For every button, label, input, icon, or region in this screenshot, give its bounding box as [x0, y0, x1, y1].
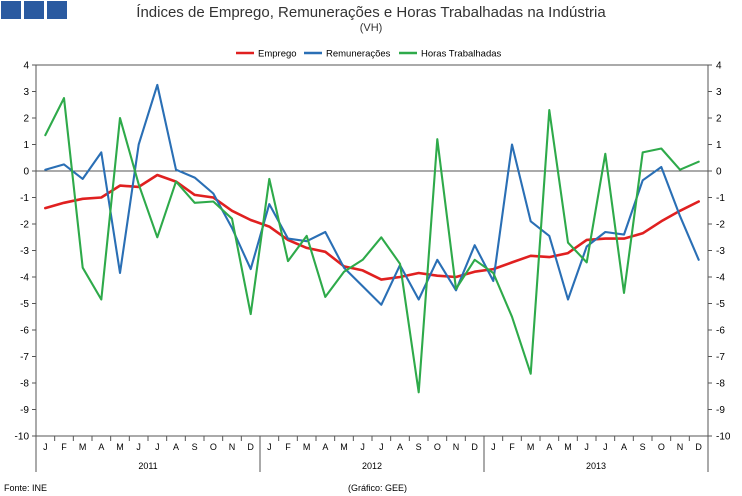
x-tick-label-month: A	[397, 442, 403, 452]
x-tick-label-year: 2011	[138, 461, 157, 471]
x-tick-label-month: F	[285, 442, 291, 452]
y-tick-label-right: -4	[716, 273, 725, 284]
x-tick-label-month: A	[98, 442, 104, 452]
x-tick-label-month: S	[416, 442, 422, 452]
chart-subtitle: (VH)	[359, 22, 383, 34]
y-tick-label-left: 4	[23, 61, 29, 72]
y-tick-label-left: 0	[23, 167, 29, 178]
legend-label-3: Horas Trabalhadas	[421, 49, 502, 60]
brand-block-3	[47, 1, 67, 19]
y-tick-label-right: -10	[716, 432, 731, 443]
x-tick-label-month: A	[621, 442, 627, 452]
y-tick-label-right: -1	[716, 193, 725, 204]
x-tick-label-month: N	[229, 442, 236, 452]
y-tick-label-right: 0	[716, 167, 722, 178]
chart-credit: (Gráfico: GEE)	[348, 483, 408, 493]
x-tick-label-month: A	[546, 442, 552, 452]
x-tick-label-month: J	[491, 442, 496, 452]
y-tick-label-left: 3	[23, 87, 29, 98]
y-tick-label-left: -3	[20, 246, 29, 257]
x-tick-label-year: 2012	[362, 461, 382, 471]
chart-title: Índices de Emprego, Remunerações e Horas…	[136, 4, 606, 21]
x-tick-label-month: A	[173, 442, 179, 452]
y-tick-label-left: -2	[20, 220, 29, 231]
x-tick-label-month: J	[584, 442, 589, 452]
x-tick-label-year: 2013	[586, 461, 606, 471]
y-tick-label-right: -6	[716, 326, 725, 337]
x-tick-label-month: A	[322, 442, 328, 452]
x-tick-label-month: N	[677, 442, 684, 452]
y-tick-label-left: -9	[20, 405, 29, 416]
x-tick-label-month: J	[267, 442, 272, 452]
legend-label-1: Emprego	[258, 49, 297, 60]
x-tick-label-month: F	[509, 442, 515, 452]
x-tick-label-month: O	[658, 442, 665, 452]
x-tick-label-month: J	[43, 442, 48, 452]
x-tick-label-month: M	[303, 442, 311, 452]
y-tick-label-left: -6	[20, 326, 29, 337]
plot-frame	[35, 64, 709, 437]
y-tick-label-right: -9	[716, 405, 725, 416]
x-tick-label-month: O	[210, 442, 217, 452]
x-tick-label-month: J	[603, 442, 608, 452]
y-tick-label-left: -1	[20, 193, 29, 204]
x-tick-label-month: D	[695, 442, 702, 452]
x-tick-label-month: S	[192, 442, 198, 452]
y-tick-label-right: -5	[716, 299, 725, 310]
x-tick-label-month: J	[360, 442, 365, 452]
y-tick-label-left: -4	[20, 273, 29, 284]
x-tick-label-month: M	[527, 442, 535, 452]
x-tick-label-month: D	[471, 442, 478, 452]
y-tick-label-right: 3	[716, 87, 722, 98]
x-tick-label-month: J	[379, 442, 384, 452]
x-tick-label-month: D	[247, 442, 254, 452]
x-tick-label-month: J	[155, 442, 160, 452]
y-tick-label-left: 1	[23, 140, 29, 151]
x-tick-label-month: F	[61, 442, 67, 452]
source-note: Fonte: INE	[4, 483, 48, 493]
brand-block-1	[1, 1, 21, 19]
legend-label-2: Remunerações	[326, 49, 391, 60]
y-tick-label-right: -8	[716, 379, 725, 390]
y-tick-label-right: -7	[716, 352, 725, 363]
x-tick-label-month: J	[136, 442, 141, 452]
y-tick-label-right: -3	[716, 246, 725, 257]
y-tick-label-left: -7	[20, 352, 29, 363]
series-line-3	[44, 97, 700, 394]
x-tick-label-month: N	[453, 442, 460, 452]
brand-block-2	[24, 1, 44, 19]
y-tick-label-left: -10	[15, 432, 30, 443]
x-tick-label-month: O	[434, 442, 441, 452]
x-tick-label-month: M	[79, 442, 87, 452]
x-tick-label-month: S	[640, 442, 646, 452]
x-tick-label-month: M	[116, 442, 124, 452]
y-tick-label-right: 2	[716, 114, 722, 125]
x-tick-label-month: M	[564, 442, 572, 452]
y-tick-label-right: -2	[716, 220, 725, 231]
y-tick-label-left: -5	[20, 299, 29, 310]
y-tick-label-right: 4	[716, 61, 722, 72]
series-line-1	[43, 173, 701, 281]
y-tick-label-left: 2	[23, 114, 29, 125]
y-tick-label-right: 1	[716, 140, 722, 151]
x-tick-label-month: M	[340, 442, 348, 452]
y-tick-label-left: -8	[20, 379, 29, 390]
